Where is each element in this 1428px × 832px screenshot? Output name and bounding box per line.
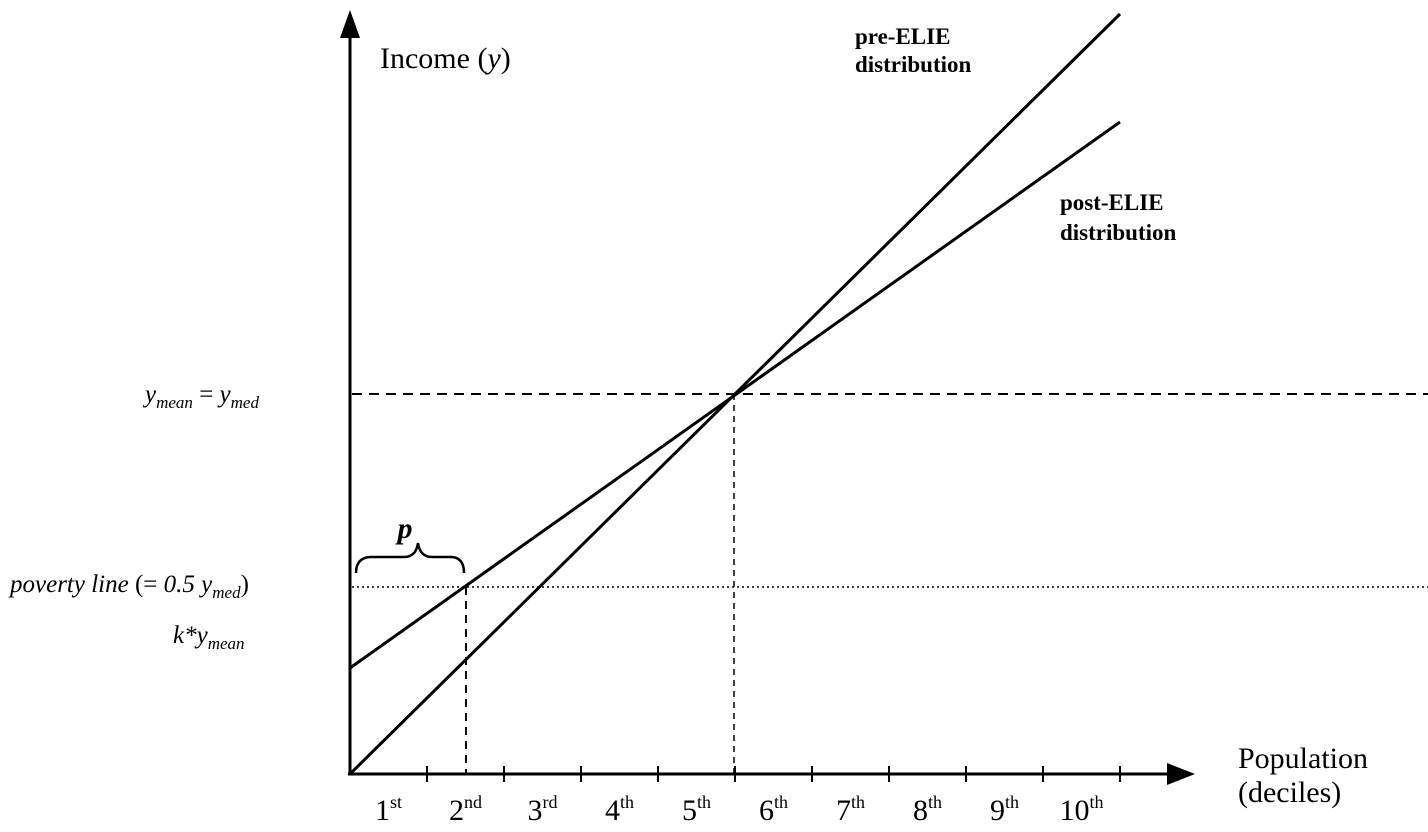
decile-label: 4th bbox=[605, 792, 634, 827]
x-axis-label: Population (deciles) bbox=[1238, 742, 1376, 809]
decile-label: 3rd bbox=[528, 792, 558, 827]
pre-elie-label: pre-ELIE distribution bbox=[855, 24, 972, 77]
decile-label: 7th bbox=[836, 792, 865, 827]
y-axis-arrowhead bbox=[340, 10, 360, 38]
decile-labels: 1st 2nd 3rd 4th 5th 6th 7th 8th 9th 10th bbox=[375, 792, 1104, 827]
decile-label: 8th bbox=[913, 792, 942, 827]
brace-label-p: p bbox=[395, 512, 413, 545]
x-axis-arrowhead bbox=[1167, 763, 1195, 785]
mean-equals-median-label: ymean = ymed bbox=[142, 381, 259, 412]
decile-label: 6th bbox=[759, 792, 788, 827]
decile-label: 9th bbox=[990, 792, 1019, 827]
poverty-line-label: poverty line (= 0.5 ymed) bbox=[8, 571, 249, 602]
decile-label: 5th bbox=[682, 792, 711, 827]
k-times-mean-label: k*ymean bbox=[173, 622, 245, 653]
post-elie-label: post-ELIE distribution bbox=[1060, 190, 1177, 245]
decile-ticks bbox=[426, 766, 1121, 782]
post-elie-distribution-line bbox=[349, 120, 1121, 670]
decile-label: 2nd bbox=[449, 792, 482, 827]
y-axis-label: Income (y) bbox=[380, 42, 511, 75]
decile-label: 10th bbox=[1059, 792, 1103, 827]
poverty-share-brace bbox=[354, 542, 466, 574]
decile-label: 1st bbox=[375, 792, 402, 827]
